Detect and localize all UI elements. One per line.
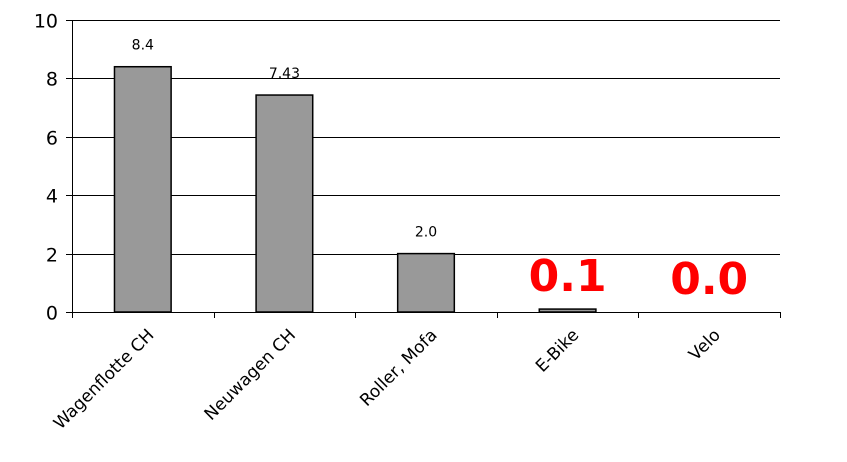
y-tick-label-10: 10 [34, 11, 58, 33]
data-label-wagenflotte-ch: 8.4 [132, 38, 154, 54]
y-tick-label-2: 2 [46, 245, 58, 267]
y-tick-label-6: 6 [46, 128, 58, 150]
bar-roller-mofa [396, 252, 456, 313]
bar-wagenflotte-ch [113, 65, 172, 313]
bar-e-bike [538, 308, 597, 313]
category-label-wagenflotte-ch: Wagenflotte CH [50, 325, 158, 433]
data-label-neuwagen-ch: 7.43 [269, 66, 300, 82]
category-label-velo: Velo [685, 325, 725, 365]
data-label-roller-mofa: 2.0 [415, 225, 437, 241]
y-tick-label-0: 0 [46, 303, 58, 325]
bar-neuwagen-ch [255, 94, 314, 313]
gridlines [72, 20, 780, 255]
data-label-e-bike: 0.1 [529, 251, 607, 302]
bars [113, 65, 597, 313]
category-label-roller-mofa: Roller, Mofa [356, 325, 441, 410]
data-label-velo: 0.0 [670, 254, 748, 305]
category-label-neuwagen-ch: Neuwagen CH [201, 325, 300, 424]
category-label-e-bike: E-Bike [532, 325, 583, 376]
y-tick-label-4: 4 [46, 186, 58, 208]
axes: 0 2 4 6 8 10 [34, 11, 781, 325]
y-tick-label-8: 8 [46, 69, 58, 91]
